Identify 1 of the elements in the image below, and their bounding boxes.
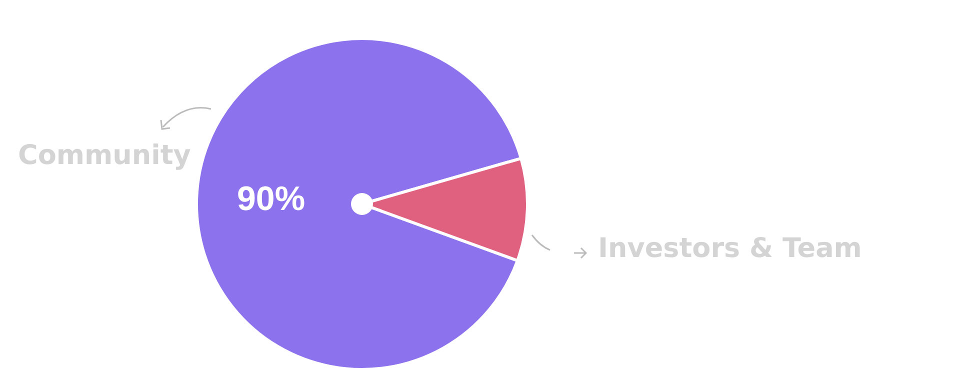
data-label: 90%: [237, 180, 306, 218]
